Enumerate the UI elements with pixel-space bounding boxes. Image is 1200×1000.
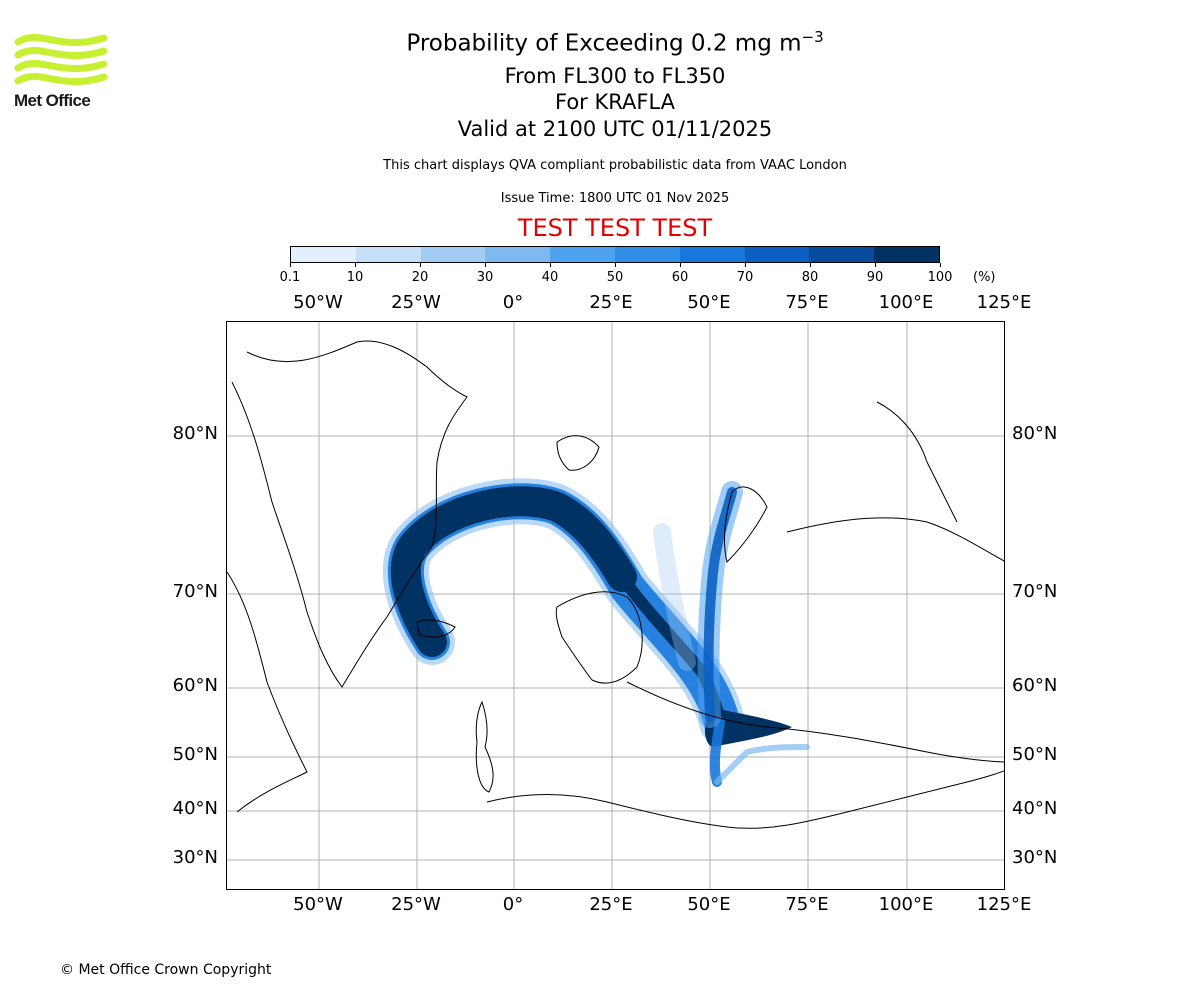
colorbar-segment <box>874 247 939 262</box>
coastlines <box>227 340 1004 829</box>
latitude-label-left: 60°N <box>172 675 218 696</box>
colorbar-segment <box>420 247 486 262</box>
met-office-logo-text: Met Office <box>14 91 91 110</box>
colorbar-segment <box>744 247 810 262</box>
colorbar-tick-mark <box>550 263 551 267</box>
colorbar-segment <box>679 247 745 262</box>
colorbar-tick-label: 70 <box>736 270 754 285</box>
graticule-grid <box>227 322 1004 889</box>
plume-core-south <box>704 707 792 747</box>
colorbar-tick-label: 100 <box>927 270 953 285</box>
colorbar-unit: (%) <box>973 270 996 285</box>
flight-level-range: From FL300 to FL350 <box>504 64 726 88</box>
colorbar-segment <box>355 247 421 262</box>
russia-border <box>626 681 1004 763</box>
taymyr-coast <box>876 401 958 523</box>
colorbar-tick-label: 60 <box>671 270 689 285</box>
chart-title: Probability of Exceeding 0.2 mg m−3 <box>0 28 1200 57</box>
chart-title-exponent: −3 <box>801 28 824 46</box>
colorbar-tick-label: 20 <box>411 270 429 285</box>
latitude-label-left: 50°N <box>172 744 218 765</box>
longitude-label-top: 25°E <box>589 292 633 313</box>
issue-time: Issue Time: 1800 UTC 01 Nov 2025 <box>500 191 730 206</box>
svalbard-coast <box>556 435 600 471</box>
colorbar-tick-label: 0.1 <box>279 270 301 285</box>
canada-coast <box>227 571 308 813</box>
colorbar-segment <box>291 247 356 262</box>
latitude-label-left: 40°N <box>172 798 218 819</box>
longitude-label-bottom: 100°E <box>878 894 934 915</box>
colorbar-tick-label: 40 <box>541 270 559 285</box>
longitude-label-bottom: 25°W <box>391 894 441 915</box>
longitude-label-top: 75°E <box>785 292 829 313</box>
plume-tail-east <box>714 744 810 785</box>
longitude-label-bottom: 75°E <box>785 894 829 915</box>
longitude-label-bottom: 125°E <box>976 894 1032 915</box>
chart-title-text: Probability of Exceeding 0.2 mg m <box>406 30 802 57</box>
colorbar-tick-mark <box>745 263 746 267</box>
britain-coast <box>475 700 494 793</box>
colorbar-tick-label: 10 <box>346 270 364 285</box>
colorbar-tick-mark <box>875 263 876 267</box>
longitude-label-top: 125°E <box>976 292 1032 313</box>
valid-time: Valid at 2100 UTC 01/11/2025 <box>457 117 773 141</box>
colorbar-segment <box>550 247 615 262</box>
colorbar-tick-label: 30 <box>476 270 494 285</box>
colorbar-tick-mark <box>810 263 811 267</box>
colorbar-segment <box>809 247 875 262</box>
colorbar-segment <box>485 247 551 262</box>
longitude-label-bottom: 50°E <box>687 894 731 915</box>
copyright-notice: © Met Office Crown Copyright <box>60 962 272 978</box>
colorbar-tick-mark <box>940 263 941 267</box>
met-office-logo-icon <box>14 33 108 86</box>
longitude-label-bottom: 25°E <box>589 894 633 915</box>
plume-branch-faint <box>653 523 696 671</box>
colorbar-tick-mark <box>420 263 421 267</box>
colorbar-tick-mark <box>290 263 291 267</box>
latitude-label-right: 60°N <box>1012 675 1058 696</box>
longitude-label-top: 50°W <box>293 292 343 313</box>
plume-core-arc <box>390 486 637 657</box>
greenland-coast <box>231 340 468 688</box>
colorbar-tick-mark <box>615 263 616 267</box>
latitude-label-right: 30°N <box>1012 847 1058 868</box>
probability-colorbar <box>290 246 940 263</box>
colorbar-tick-mark <box>485 263 486 267</box>
colorbar-segment <box>614 247 680 262</box>
eurasia-south-coast <box>486 770 1004 829</box>
longitude-label-top: 50°E <box>687 292 731 313</box>
longitude-label-bottom: 0° <box>502 894 524 915</box>
latitude-label-right: 80°N <box>1012 423 1058 444</box>
ash-probability-plume <box>382 478 810 787</box>
longitude-label-top: 0° <box>502 292 524 313</box>
volcano-name: For KRAFLA <box>555 90 675 114</box>
colorbar-tick-mark <box>680 263 681 267</box>
colorbar-tick-label: 80 <box>801 270 819 285</box>
chart-description: This chart displays QVA compliant probab… <box>383 158 847 173</box>
latitude-label-right: 50°N <box>1012 744 1058 765</box>
arctic-coast-east <box>786 517 1004 562</box>
plume-tail-south <box>709 717 725 787</box>
latitude-label-left: 80°N <box>172 423 218 444</box>
map-panel <box>226 321 1005 890</box>
longitude-label-top: 25°W <box>391 292 441 313</box>
latitude-label-left: 70°N <box>172 581 218 602</box>
longitude-label-bottom: 50°W <box>293 894 343 915</box>
latitude-label-left: 30°N <box>172 847 218 868</box>
colorbar-tick-label: 90 <box>866 270 884 285</box>
latitude-label-right: 40°N <box>1012 798 1058 819</box>
novaya-zemlya-coast <box>724 486 768 563</box>
colorbar-tick-label: 50 <box>606 270 624 285</box>
test-banner: TEST TEST TEST <box>517 214 713 242</box>
map-canvas <box>227 322 1004 889</box>
scandinavia-coast <box>555 591 643 684</box>
iceland-coast <box>416 619 456 638</box>
latitude-label-right: 70°N <box>1012 581 1058 602</box>
colorbar-tick-mark <box>355 263 356 267</box>
longitude-label-top: 100°E <box>878 292 934 313</box>
plume-branch-core <box>703 487 737 722</box>
